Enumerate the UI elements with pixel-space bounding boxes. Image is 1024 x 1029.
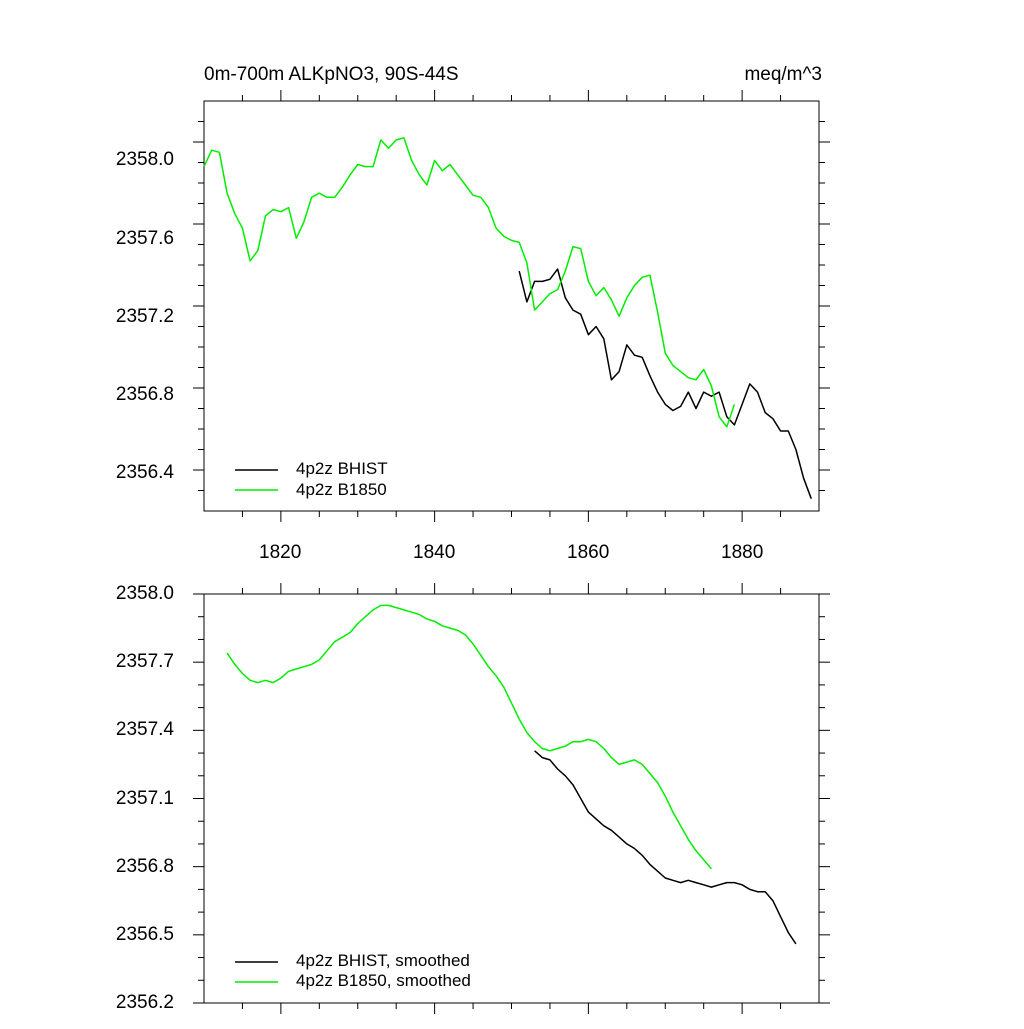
legend-label-bhist-smoothed: 4p2z BHIST, smoothed <box>296 951 470 970</box>
top-ytick-label: 2356.4 <box>115 462 174 483</box>
top-series-line-bhist <box>518 268 813 499</box>
bottom-ytick-label: 2357.1 <box>115 788 174 809</box>
bottom-series-line-b1850 <box>226 604 712 870</box>
top-ytick-label: 2358.0 <box>115 149 174 170</box>
top-xtick-label: 1860 <box>567 542 610 563</box>
top-ytick-label: 2357.2 <box>115 306 174 327</box>
top-ytick-label: 2357.6 <box>115 228 174 249</box>
top-xtick-label: 1880 <box>721 542 764 563</box>
bottom-plot-frame <box>203 593 820 1004</box>
legend-label-b1850-smoothed: 4p2z B1850, smoothed <box>296 971 471 990</box>
top-plot-units: meq/m^3 <box>744 64 822 85</box>
legend-label-b1850: 4p2z B1850 <box>296 480 387 499</box>
top-xtick-label: 1840 <box>413 542 456 563</box>
bottom-ytick-label: 2356.5 <box>115 924 174 945</box>
legend-label-bhist: 4p2z BHIST <box>296 459 388 478</box>
top-ytick-label: 2356.8 <box>115 384 174 405</box>
bottom-ytick-label: 2356.8 <box>115 856 174 877</box>
top-plot-title: 0m-700m ALKpNO3, 90S-44S <box>204 64 459 85</box>
bottom-series-line-bhist <box>534 750 797 945</box>
top-plot-frame <box>203 100 820 512</box>
bottom-ytick-label: 2357.7 <box>115 651 174 672</box>
top-xtick-label: 1820 <box>259 542 302 563</box>
bottom-ytick-label: 2358.0 <box>115 583 174 604</box>
top-series-line-b1850 <box>203 137 736 428</box>
bottom-ytick-label: 2356.2 <box>115 992 174 1013</box>
bottom-ytick-label: 2357.4 <box>115 719 174 740</box>
